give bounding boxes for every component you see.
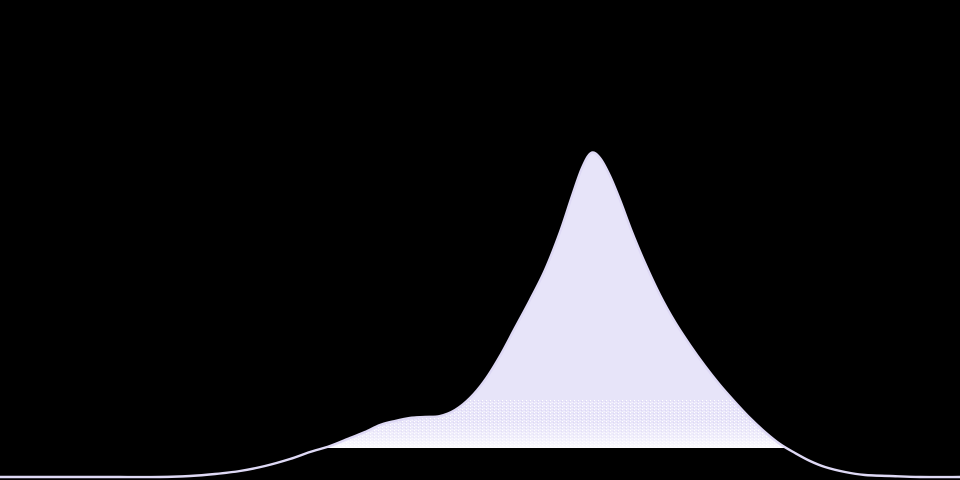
density-area-fill [323, 152, 787, 448]
density-curve-line [0, 151, 960, 479]
